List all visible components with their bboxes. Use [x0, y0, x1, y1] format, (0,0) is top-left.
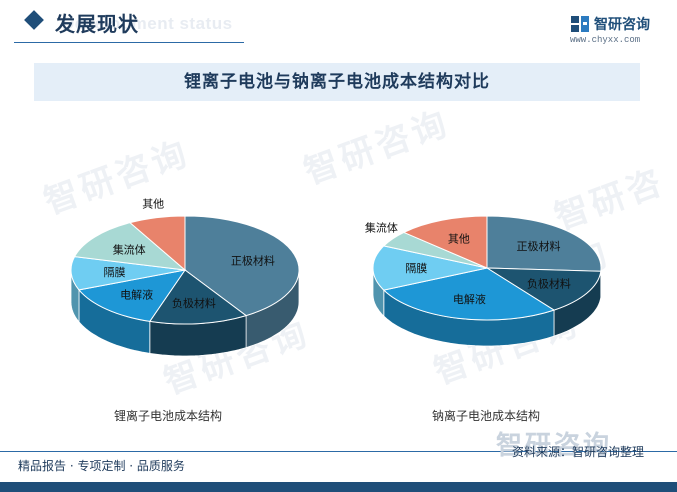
pie-slice-其他 [402, 215, 488, 269]
brand-name: 智研咨询 [594, 17, 650, 33]
section-subtitle: Development status [62, 14, 233, 33]
pie-label-其他: 其他 [142, 197, 164, 210]
pie-slice-隔膜 [70, 256, 186, 291]
footer-watermark: 智研咨询 [496, 431, 613, 461]
footer-slogan: 精品报告 · 专项定制 · 品质服务 [18, 459, 185, 473]
lithium-chart-caption: 锂离子电池成本结构 [113, 409, 222, 423]
pie-slice-其他 [129, 215, 186, 272]
footer-divider [0, 451, 677, 452]
pie-label-负极材料: 负极材料 [172, 296, 216, 310]
pie-label-负极材料: 负极材料 [527, 277, 571, 291]
pie-label-集流体: 集流体 [113, 243, 146, 257]
pie-label-隔膜: 隔膜 [104, 266, 126, 279]
chart-title-box: 锂离子电池与钠离子电池成本结构对比 [34, 63, 640, 101]
brand-logo[interactable]: 智研咨询 www.chyxx.com [570, 12, 670, 52]
pie-label-电解液: 电解液 [120, 287, 153, 301]
brand-url: www.chyxx.com [570, 35, 641, 45]
pie-label-其他: 其他 [448, 232, 470, 245]
pie-slice-负极材料 [485, 267, 602, 311]
pie-label-隔膜: 隔膜 [405, 262, 427, 275]
pie-label-正极材料: 正极材料 [231, 254, 275, 268]
pie-slice-正极材料 [486, 215, 602, 272]
header: Development status 发展现状 智研咨询 www.chyxx.c… [0, 0, 677, 52]
pie-label-集流体: 集流体 [365, 220, 398, 234]
footer-bar [0, 482, 677, 492]
pie-slice-电解液 [78, 269, 187, 322]
pie-slice-负极材料 [148, 269, 248, 325]
chart-title: 锂离子电池与钠离子电池成本结构对比 [184, 72, 490, 92]
pie-slice-集流体 [73, 222, 187, 271]
sodium-chart-caption: 钠离子电池成本结构 [431, 409, 540, 423]
section-title: 发展现状 [55, 12, 139, 36]
pie-slice-隔膜 [372, 245, 488, 291]
pie-label-电解液: 电解液 [453, 292, 486, 306]
brand-icon [571, 16, 589, 32]
pie-label-正极材料: 正极材料 [517, 239, 561, 253]
source-note: 资料来源：智研咨询整理 [512, 445, 645, 459]
header-divider [14, 42, 244, 43]
